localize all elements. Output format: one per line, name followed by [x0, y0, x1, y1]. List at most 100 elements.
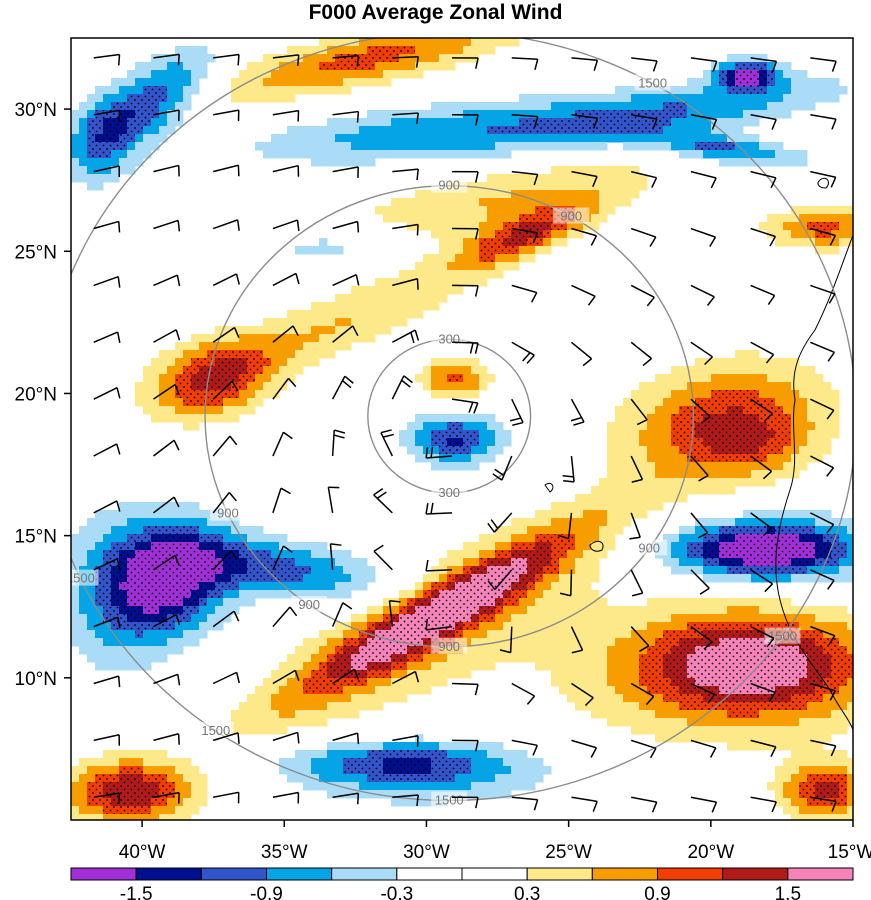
field-cell: [647, 414, 656, 423]
field-cell: [407, 678, 416, 687]
field-cell: [447, 270, 456, 279]
field-cell: [815, 78, 824, 87]
field-cell: [575, 622, 584, 631]
field-cell: [303, 318, 312, 327]
stipple-cell: [191, 382, 199, 390]
field-cell: [495, 102, 504, 111]
field-cell: [655, 606, 664, 615]
field-cell: [711, 726, 720, 735]
stipple-cell: [751, 406, 759, 414]
field-cell: [575, 614, 584, 623]
field-cell: [311, 62, 320, 71]
field-cell: [439, 662, 448, 671]
field-cell: [607, 502, 616, 511]
field-cell: [383, 134, 392, 143]
field-cell: [503, 174, 512, 183]
field-cell: [759, 390, 768, 399]
field-cell: [399, 590, 408, 599]
field-cell: [359, 326, 368, 335]
field-cell: [535, 142, 544, 151]
field-cell: [623, 422, 632, 431]
field-cell: [623, 198, 632, 207]
field-cell: [71, 630, 80, 639]
field-cell: [687, 470, 696, 479]
field-cell: [791, 398, 800, 407]
field-cell: [399, 62, 408, 71]
stipple-cell: [743, 390, 751, 398]
field-cell: [623, 678, 632, 687]
stipple-cell: [231, 358, 239, 366]
stipple-cell: [783, 534, 791, 542]
field-cell: [191, 790, 200, 799]
field-cell: [647, 702, 656, 711]
field-cell: [463, 278, 472, 287]
stipple-cell: [679, 414, 687, 422]
field-cell: [535, 510, 544, 519]
field-cell: [207, 406, 216, 415]
field-cell: [119, 662, 128, 671]
field-cell: [479, 134, 488, 143]
field-cell: [343, 558, 352, 567]
field-cell: [303, 758, 312, 767]
field-cell: [607, 134, 616, 143]
field-cell: [711, 526, 720, 535]
field-cell: [567, 94, 576, 103]
field-cell: [183, 70, 192, 79]
field-cell: [471, 414, 480, 423]
stipple-cell: [743, 446, 751, 454]
field-cell: [279, 662, 288, 671]
field-cell: [495, 534, 504, 543]
field-cell: [303, 62, 312, 71]
field-cell: [791, 206, 800, 215]
field-cell: [759, 94, 768, 103]
field-cell: [599, 174, 608, 183]
field-cell: [295, 358, 304, 367]
field-cell: [279, 366, 288, 375]
field-cell: [615, 646, 624, 655]
field-cell: [807, 718, 816, 727]
field-cell: [247, 334, 256, 343]
field-cell: [311, 558, 320, 567]
field-cell: [167, 806, 176, 815]
field-cell: [815, 374, 824, 383]
field-cell: [519, 750, 528, 759]
field-cell: [639, 494, 648, 503]
stipple-cell: [711, 406, 719, 414]
field-cell: [647, 462, 656, 471]
field-cell: [495, 142, 504, 151]
field-cell: [351, 582, 360, 591]
field-cell: [335, 582, 344, 591]
field-cell: [807, 406, 816, 415]
field-cell: [631, 94, 640, 103]
field-cell: [439, 38, 448, 47]
field-cell: [327, 758, 336, 767]
field-cell: [687, 726, 696, 735]
stipple-cell: [751, 534, 759, 542]
field-cell: [767, 86, 776, 95]
field-cell: [791, 742, 800, 751]
stipple-cell: [783, 414, 791, 422]
field-cell: [159, 406, 168, 415]
field-cell: [639, 382, 648, 391]
field-cell: [319, 750, 328, 759]
field-cell: [175, 86, 184, 95]
field-cell: [351, 782, 360, 791]
field-cell: [607, 646, 616, 655]
field-cell: [335, 150, 344, 159]
field-cell: [719, 86, 728, 95]
stipple-cell: [183, 542, 191, 550]
field-cell: [367, 38, 376, 47]
field-cell: [95, 614, 104, 623]
field-cell: [351, 750, 360, 759]
field-cell: [847, 782, 853, 791]
stipple-cell: [767, 534, 775, 542]
field-cell: [303, 558, 312, 567]
field-cell: [775, 86, 784, 95]
field-cell: [335, 766, 344, 775]
field-cell: [415, 422, 424, 431]
field-cell: [815, 710, 824, 719]
field-cell: [663, 710, 672, 719]
stipple-cell: [343, 54, 351, 62]
field-cell: [143, 510, 152, 519]
field-cell: [471, 366, 480, 375]
